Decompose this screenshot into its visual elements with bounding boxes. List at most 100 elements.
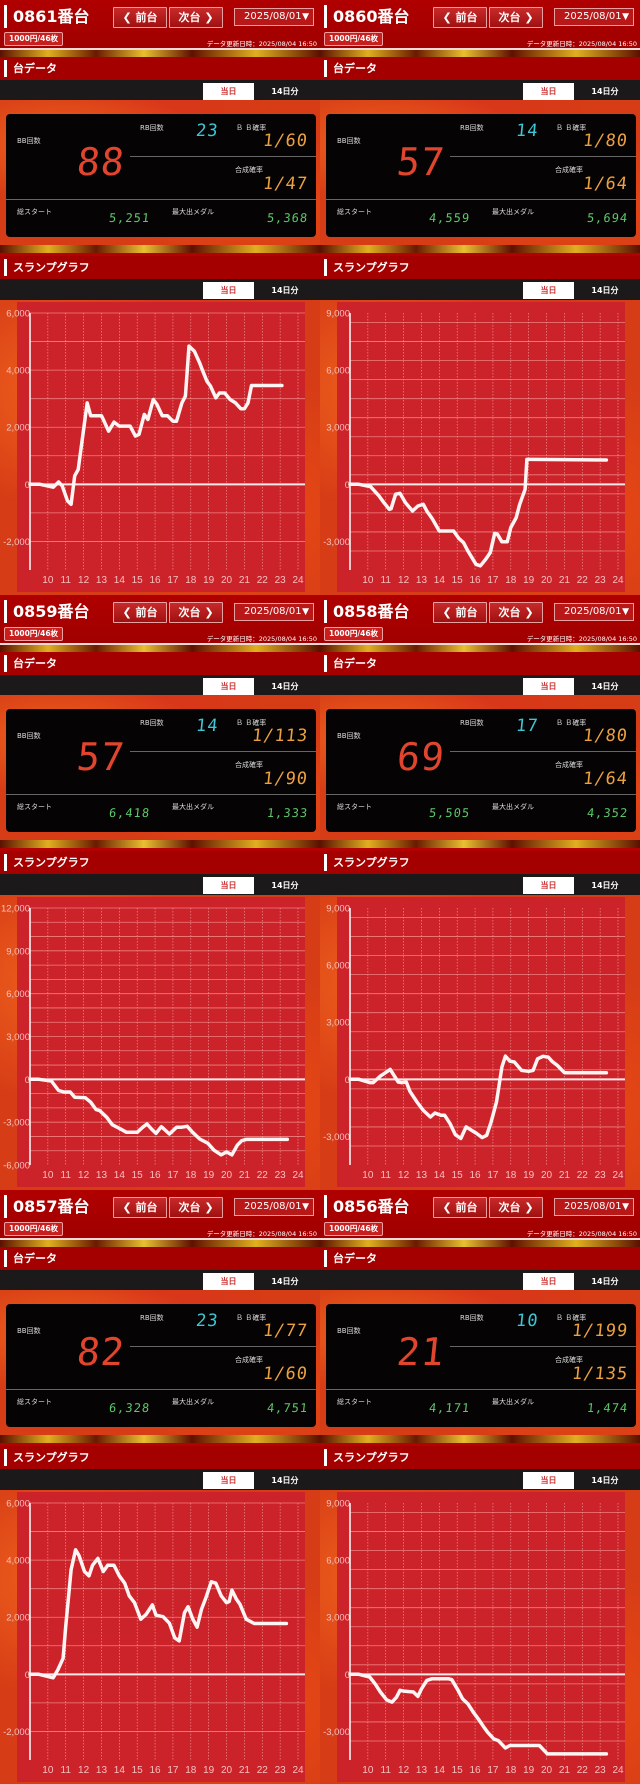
- tab-today[interactable]: 当日: [523, 83, 574, 100]
- x-tick-label: 14: [434, 1170, 446, 1181]
- x-tick-label: 14: [114, 1765, 126, 1776]
- data-tabs: 当日 14日分: [0, 675, 320, 695]
- prev-machine-button[interactable]: ❮ 前台: [113, 602, 167, 623]
- date-select[interactable]: 2025/08/01 ▼: [554, 1198, 634, 1216]
- x-tick-label: 16: [470, 1765, 482, 1776]
- date-value: 2025/08/01: [244, 606, 302, 617]
- tab-today[interactable]: 当日: [203, 1273, 254, 1290]
- divider: [130, 156, 316, 157]
- next-machine-button[interactable]: 次台 ❯: [489, 1197, 543, 1218]
- bb-count: 88: [74, 140, 128, 184]
- y-tick-label: 6,000: [326, 1556, 350, 1567]
- rb-label: RB回数: [460, 719, 484, 727]
- tab-today[interactable]: 当日: [523, 1472, 574, 1489]
- tab-14days[interactable]: 14日分: [271, 286, 299, 295]
- bb-prob: 1/60: [261, 131, 310, 151]
- x-tick-label: 15: [132, 1170, 144, 1181]
- x-tick-label: 20: [221, 575, 233, 586]
- tab-14days[interactable]: 14日分: [591, 1277, 619, 1286]
- bb-count: 57: [74, 735, 128, 779]
- prev-machine-button[interactable]: ❮ 前台: [433, 7, 487, 28]
- x-tick-label: 14: [114, 575, 126, 586]
- tab-14days[interactable]: 14日分: [271, 1277, 299, 1286]
- x-tick-label: 14: [434, 575, 446, 586]
- graph-tabs: 当日 14日分: [0, 874, 320, 895]
- graph-tabs: 当日 14日分: [320, 874, 640, 895]
- date-select[interactable]: 2025/08/01 ▼: [554, 8, 634, 26]
- y-tick-label: -3,000: [323, 537, 350, 548]
- tab-14days[interactable]: 14日分: [271, 881, 299, 890]
- x-tick-label: 11: [381, 1765, 392, 1776]
- slump-graph: 10 11 12 13 14 15 16 17 18 19 20 21 22 23 24 9,000 6,000…: [323, 1492, 625, 1782]
- rate-badge: 1000円/46枚: [4, 627, 64, 641]
- next-label: 次台: [498, 1201, 521, 1214]
- prev-machine-button[interactable]: ❮ 前台: [113, 1197, 167, 1218]
- chevron-down-icon: ▼: [302, 607, 309, 617]
- data-tabs: 当日 14日分: [320, 675, 640, 695]
- divider: [326, 1389, 636, 1390]
- gold-divider: [320, 1240, 640, 1248]
- date-select[interactable]: 2025/08/01 ▼: [234, 603, 314, 621]
- next-machine-button[interactable]: 次台 ❯: [489, 7, 543, 28]
- tab-today[interactable]: 当日: [203, 282, 254, 299]
- x-tick-label: 13: [96, 1170, 108, 1181]
- tab-today[interactable]: 当日: [523, 678, 574, 695]
- total-start-label: 総スタート: [17, 803, 52, 811]
- section-header-data: 台データ: [320, 1247, 640, 1270]
- section-title: スランプグラフ: [324, 854, 410, 871]
- x-tick-label: 16: [150, 1170, 162, 1181]
- tab-today[interactable]: 当日: [523, 877, 574, 894]
- prev-machine-button[interactable]: ❮ 前台: [113, 7, 167, 28]
- rate-badge: 1000円/46枚: [324, 1222, 384, 1236]
- x-tick-label: 14: [434, 1765, 446, 1776]
- next-label: 次台: [178, 606, 201, 619]
- date-select[interactable]: 2025/08/01 ▼: [234, 1198, 314, 1216]
- tab-today[interactable]: 当日: [203, 83, 254, 100]
- date-value: 2025/08/01: [564, 606, 622, 617]
- total-start-label: 総スタート: [337, 803, 372, 811]
- tab-today[interactable]: 当日: [523, 1273, 574, 1290]
- date-select[interactable]: 2025/08/01 ▼: [554, 603, 634, 621]
- tab-14days[interactable]: 14日分: [591, 881, 619, 890]
- divider: [326, 199, 636, 200]
- tab-14days[interactable]: 14日分: [591, 1476, 619, 1485]
- machine-panel: 0860番台 ❮ 前台 次台 ❯ 2025/08/01 ▼ 1000円/46枚 デ…: [320, 0, 640, 595]
- tab-14days[interactable]: 14日分: [591, 87, 619, 96]
- tab-14days[interactable]: 14日分: [591, 682, 619, 691]
- combined-prob-label: 合成確率: [555, 1356, 583, 1364]
- tab-today[interactable]: 当日: [203, 1472, 254, 1489]
- prev-machine-button[interactable]: ❮ 前台: [433, 1197, 487, 1218]
- tab-14days[interactable]: 14日分: [591, 286, 619, 295]
- x-tick-label: 22: [257, 1170, 269, 1181]
- divider: [6, 199, 316, 200]
- combined-prob: 1/64: [581, 174, 630, 194]
- rb-count: 23: [194, 121, 220, 141]
- prev-machine-button[interactable]: ❮ 前台: [433, 602, 487, 623]
- tab-14days[interactable]: 14日分: [271, 682, 299, 691]
- tab-today[interactable]: 当日: [523, 282, 574, 299]
- tab-today[interactable]: 当日: [203, 678, 254, 695]
- x-tick-label: 21: [559, 575, 571, 586]
- x-tick-label: 17: [487, 1765, 499, 1776]
- x-tick-label: 17: [487, 575, 499, 586]
- tab-today[interactable]: 当日: [203, 877, 254, 894]
- next-machine-button[interactable]: 次台 ❯: [169, 602, 223, 623]
- chevron-down-icon: ▼: [302, 1202, 309, 1212]
- divider: [320, 1238, 640, 1240]
- next-machine-button[interactable]: 次台 ❯: [489, 602, 543, 623]
- x-tick-label: 10: [42, 1170, 54, 1181]
- date-select[interactable]: 2025/08/01 ▼: [234, 8, 314, 26]
- rate-badge: 1000円/46枚: [324, 32, 384, 46]
- max-medal: 1,333: [266, 806, 309, 820]
- section-title: 台データ: [324, 655, 377, 672]
- bb-count: 82: [74, 1330, 128, 1374]
- next-machine-button[interactable]: 次台 ❯: [169, 7, 223, 28]
- tab-14days[interactable]: 14日分: [271, 1476, 299, 1485]
- next-machine-button[interactable]: 次台 ❯: [169, 1197, 223, 1218]
- bb-prob: 1/80: [581, 131, 630, 151]
- y-tick-label: 4,000: [6, 1556, 30, 1567]
- x-tick-label: 15: [452, 575, 464, 586]
- tab-14days[interactable]: 14日分: [271, 87, 299, 96]
- prev-label: 前台: [135, 606, 158, 619]
- gold-divider: [0, 1240, 320, 1248]
